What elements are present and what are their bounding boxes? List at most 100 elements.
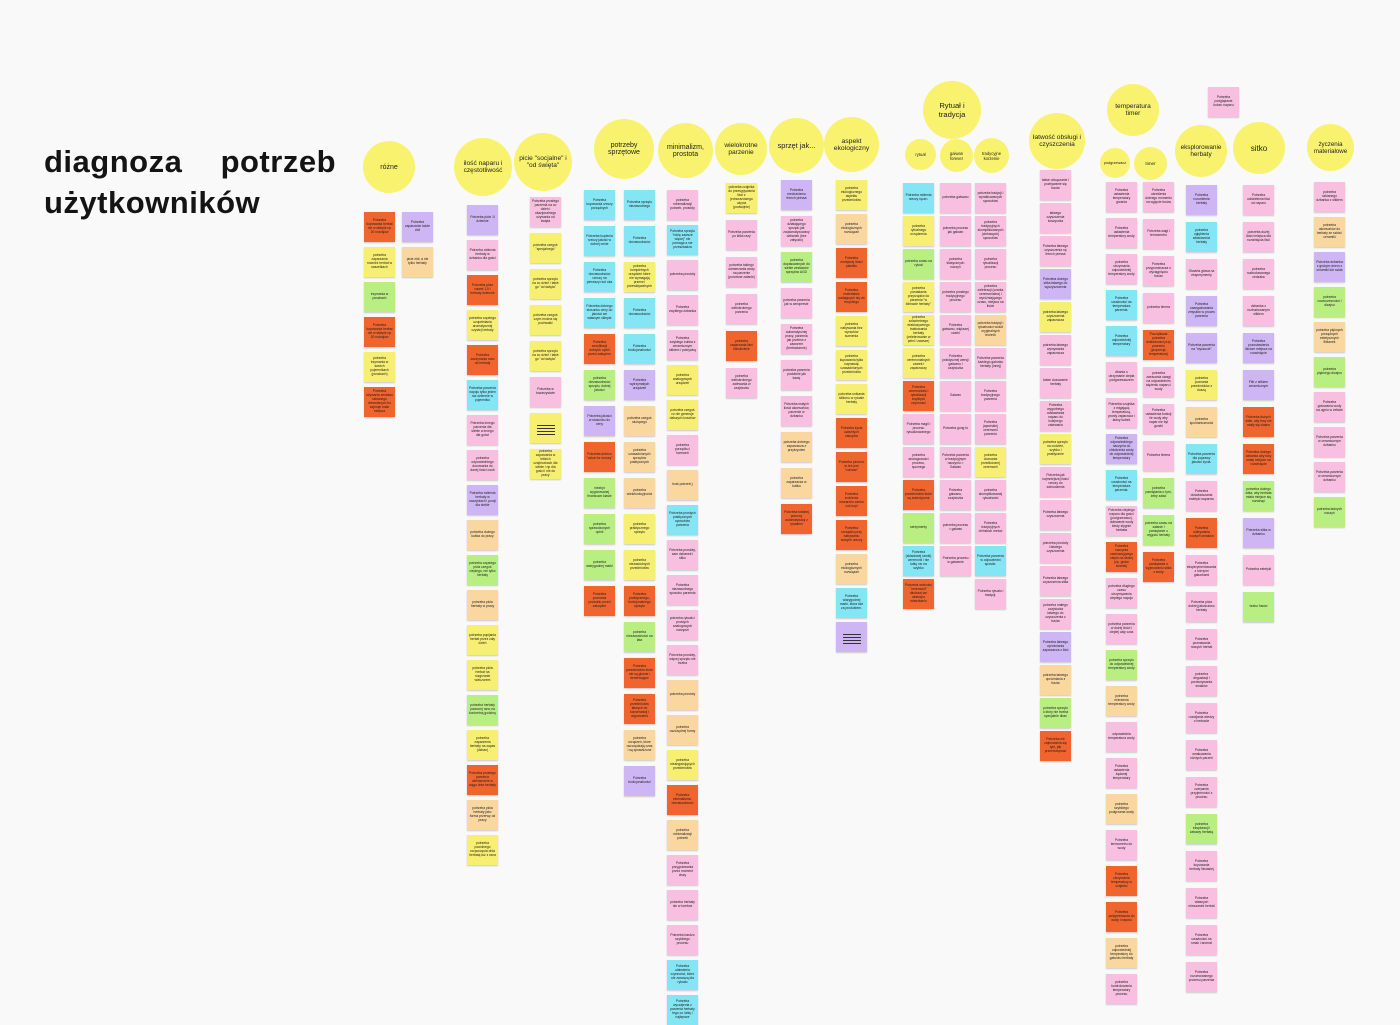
sticky-note[interactable]: potrzeba czegoś czym można się pochwalić [530,305,561,335]
sticky-note[interactable]: potrzeba dobrego zaparzacza z przykrycie… [781,432,812,462]
sticky-note[interactable]: dzbanka z rozbudowanym sitkiem [1243,296,1274,326]
sticky-note[interactable]: potrzeba dopasowanych do siebie zestawów… [781,252,812,282]
sticky-note[interactable]: Potrzeba uważności na temperatura parzen… [1106,290,1137,320]
sticky-note[interactable]: potrzeba unikania silikonu w rytuale her… [836,384,867,414]
sticky-note[interactable]: Potrzeba praktycznego, funkcjonalnego sp… [624,586,655,616]
sticky-note[interactable]: potrzeba ekologicznego aspektu przedmiot… [836,180,867,210]
sticky-note[interactable]: potrzeba kontrolowania temperatury proce… [1106,974,1137,1004]
sticky-note[interactable]: Potrzeba dzbanka z grubym dnem z ceramik… [1314,252,1345,282]
sticky-note[interactable]: potrzeba oszczędnej formy [667,715,698,745]
sticky-note[interactable]: potrzeba czasu na zalanie i pamiętanie o… [1143,515,1174,545]
sticky-note[interactable]: Potrzeba picia nawet 1,5 l herbaty dzien… [467,275,498,305]
sticky-note[interactable]: potrzeba spontaniczności [1186,407,1217,437]
sticky-note[interactable]: potrzeba łatwego opróżniania z fusów [1040,665,1071,695]
sticky-note[interactable]: potrzeba prostoty i łatwego czyszczenia [1040,533,1071,563]
sticky-note[interactable]: Potrzeba dobrou "value for money" [584,442,615,472]
sticky-note[interactable]: potrzeba sprzętu na co dzień i takie go … [530,269,561,299]
sticky-note[interactable]: potrzeba prostoty [667,260,698,290]
sticky-note[interactable]: potrzeba uzasadnionych sprzętów praktycz… [624,442,655,472]
sticky-note[interactable]: Potrzeba wygodnego odstawiania naparu do… [1040,401,1071,431]
sticky-note[interactable]: potrzeba celebracji (czarka ceremonialna… [975,282,1006,312]
sticky-note[interactable]: Potrzeba parzenia napoju tylko jeden raz… [467,380,498,410]
sticky-note[interactable]: potrzeba powolnego rozpoczęcia dnia herb… [467,835,498,865]
sticky-note[interactable]: Potrzeba ustawienia żądanej temperatury [1106,758,1137,788]
sticky-note[interactable]: potrzeba klasycznych naczyń [940,249,971,279]
sticky-note[interactable]: potrzeba sprzętu o który nie trzeba spec… [1040,698,1071,728]
subcategory-circle-rytuał[interactable]: rytuał [905,139,936,170]
sticky-note[interactable]: Potrzeba utrzymania temperatury w czajni… [1106,866,1137,896]
sticky-note[interactable]: Potrzeba wolności "ceremonii" dłuższej w… [903,579,934,609]
sticky-note[interactable]: Potrzeba japońskiej ceremonii parzenia [975,414,1006,444]
sticky-note[interactable]: potrzeba niezawodności na lata [624,622,655,652]
sticky-note[interactable]: Potrzeba ceremoniału i rytualizacji zwyk… [903,381,934,411]
sticky-note[interactable]: Potrzeba poznania produktu przed zakupem [584,586,615,616]
sticky-note[interactable]: Potrzeba sprzętu niezawodnego [624,190,655,220]
sticky-note[interactable]: potrzeba częstego uzupełniania aromatycz… [467,310,498,340]
sticky-note[interactable]: Potrzeba przedmiotów które są autentyczn… [903,480,934,510]
sticky-note[interactable]: Potrzeba jak najmniejszej ilości rzeczy … [1040,467,1071,497]
sticky-note[interactable]: Potrzeba jakości w stosunku do ceny [584,406,615,436]
sticky-note[interactable]: Potrzeba prostego parzenia na co dzień i… [530,197,561,227]
sticky-note[interactable]: Potrzeba mechanizmu french pressa [781,180,812,210]
sticky-note[interactable]: Potrzeba prostego parzenia wielokrotnie … [467,765,498,795]
sticky-note[interactable]: Potrzeba zrobienia researchu zanim coś k… [836,486,867,516]
subcategory-circle-tradycyjne-korzenie[interactable]: tradycyjne korzenie [974,138,1009,173]
sticky-note[interactable]: Potrzeba parzenia po kilka razy [726,220,757,250]
sticky-note[interactable]: Potrzeba tradycyjnego parzenia [975,381,1006,411]
sticky-note[interactable]: potrzeba mierzenia temperatury wody [1106,686,1137,716]
sticky-note[interactable]: Potrzeba prostych praktycznych sposobów … [667,505,698,535]
sticky-note[interactable]: potrzeba sprzętu na codzień, szybko i pr… [1040,434,1071,464]
sticky-note[interactable]: potrzeba sprzętu na co dzień i takie go … [530,341,561,371]
sticky-note[interactable]: Potrzeba sprzętu "robię zawsze więcej" n… [667,225,698,255]
sticky-note[interactable]: potrzeba tradycji i wyrafinowanych sposo… [975,183,1006,213]
sticky-note[interactable]: Potrzeba czerpania przyjemności z proces… [1186,777,1217,807]
sticky-note[interactable]: Potrzeba parzenia w ceramicznym dzbanku [1314,462,1345,492]
sticky-note[interactable]: Potrzeba robienia herbaty w naczyniach i… [467,485,498,515]
sticky-note[interactable]: Potrzeba gaiwanu, czajniczka [940,480,971,510]
sticky-note[interactable]: Filtr z sitkiem ceramicznym [1243,370,1274,400]
sticky-note[interactable]: potrzeba zaparzania również herbat w sas… [364,247,395,277]
sticky-note[interactable]: Potrzeba poznawania nowych herbat [1186,629,1217,659]
sticky-note[interactable]: Potrzeba przedmiotów które nie są głośne… [624,658,655,688]
sticky-note[interactable]: potrzeba picia herbaty jako forma przerw… [467,800,498,830]
sticky-note[interactable]: Potrzeba dobrego stosunku ceny do jakośc… [584,298,615,328]
subcategory-circle-podgrzewacz[interactable]: podgrzewacz [1100,148,1130,178]
sticky-note[interactable]: Potrzeba małych ilości akcesoriów, parze… [781,396,812,426]
sticky-note[interactable]: Potrzeba dużego dzbanka aby fusy miały m… [1243,444,1274,474]
sticky-note[interactable]: Potrzeba innego parzenia dla siebie a in… [467,415,498,445]
sticky-note[interactable]: potrzeba nieangażujących przedmiotów [667,750,698,780]
sticky-note[interactable]: potrzeba pięknych porządnych estetycznyc… [1314,322,1345,352]
sticky-note[interactable]: Potrzeba gong fu [940,414,971,444]
sticky-note[interactable]: Potrzeba niezawodności rzeczy na pierwsz… [584,262,615,292]
sticky-note[interactable]: Potrzeba procesu w gaiwanie [940,546,971,576]
sticky-note[interactable]: Potrzeba zwykłego dzbanka [667,295,698,325]
sticky-note[interactable]: potrzeba analogowości procesu, ręcznego [903,447,934,477]
sticky-note[interactable]: Początkowa potrzeba dokładności przy par… [1143,330,1174,360]
sticky-note[interactable]: Potrzeba używania zestawu szklanego drew… [364,387,395,417]
sticky-note[interactable]: potrzeba takiego odmierzania wody na par… [726,257,757,287]
sticky-note[interactable]: potrzeba rozbudowanego cedzaka [1243,259,1274,289]
sticky-note[interactable] [836,622,867,652]
sticky-note[interactable]: Potrzeba nie zajmowania się tym, jak prz… [1040,731,1071,761]
sticky-note[interactable]: Potrzeba funkcjonalności [624,334,655,364]
sticky-note[interactable]: potrzeba urządzeń, które oszczędzają cza… [624,730,655,760]
sticky-note[interactable]: Potrzeba dużych sitek, aby fusy nie miał… [1243,407,1274,437]
sticky-note[interactable]: Potrzeba oddzielenia liści od naparu [1243,185,1274,215]
sticky-note[interactable]: potrzeba zaparzania liści kilkukrotnie [726,331,757,361]
sticky-note[interactable]: Potrzeba podglądanie koloru naparu [1208,87,1239,117]
sticky-note[interactable]: potrzeba rytuału i prostych analogowych … [667,610,698,640]
category-circle-różne[interactable]: różne [363,141,415,193]
category-circle-rytuał-i-tradycja[interactable]: Rytuał i tradycja [923,81,981,139]
sticky-note[interactable]: Potrzeba minimalizmu, niezawodności [667,785,698,815]
sticky-note[interactable]: potrzeba dużej ilości miejsca dla rozwin… [1243,222,1274,252]
sticky-note[interactable]: Potrzeba podgrzewacza do wody i naparu [1106,902,1137,932]
sticky-note[interactable]: Potrzeba rozwijania wiedzy o herbacie [1186,703,1217,733]
sticky-note[interactable]: Potrzeba rozumowanego procesu parzenia [1186,962,1217,992]
sticky-note[interactable]: potrzeba prostego tradycyjnego procesu [940,282,971,312]
sticky-note[interactable]: Potrzeba totalnej pomocy automatyzacji z… [781,504,812,534]
sticky-note[interactable]: Potrzeba uważności na smak i aromat [1186,925,1217,955]
sticky-note[interactable]: Potrzeba prostoty, sam dzbanek i sitko [667,540,698,570]
sticky-note[interactable]: Potrzeba doświadczania estetyki naparów [1186,481,1217,511]
category-circle-minimalizm-prostota[interactable]: minimalizm, prostota [658,123,713,178]
